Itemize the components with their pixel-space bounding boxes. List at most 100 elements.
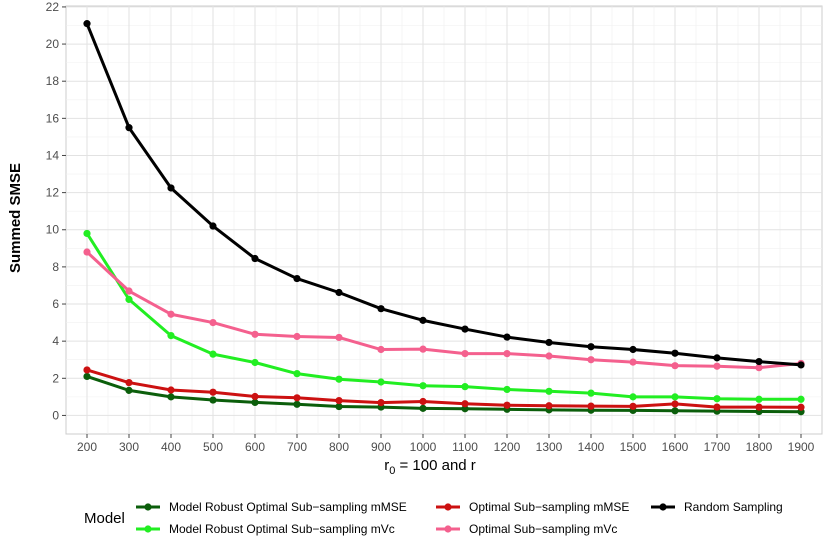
- x-tick-label: 1800: [746, 440, 773, 454]
- data-point: [587, 402, 595, 410]
- y-tick-label: 8: [52, 260, 59, 274]
- x-tick-label: 200: [77, 440, 97, 454]
- x-tick-label: 1900: [788, 440, 815, 454]
- legend-item: Random Sampling: [651, 500, 783, 514]
- data-point: [83, 229, 91, 238]
- data-point: [545, 338, 553, 347]
- data-point: [83, 248, 91, 256]
- x-tick-label: 700: [287, 440, 307, 454]
- data-point: [251, 398, 259, 407]
- data-point: [629, 358, 637, 366]
- x-tick-label: 1200: [494, 440, 521, 454]
- data-point: [335, 333, 343, 342]
- y-tick-label: 4: [52, 334, 59, 348]
- legend-title: Model: [84, 510, 125, 527]
- data-point: [377, 345, 385, 354]
- x-tick-label: 300: [119, 440, 139, 454]
- data-point: [83, 20, 91, 28]
- y-tick-label: 20: [46, 37, 60, 51]
- x-tick-label: 1000: [410, 440, 437, 454]
- data-point: [335, 375, 343, 383]
- data-point: [503, 385, 511, 394]
- data-point: [419, 316, 427, 324]
- x-tick-label: 900: [371, 440, 391, 454]
- y-axis-title: Summed SMSE: [7, 163, 24, 273]
- y-tick-label: 6: [52, 297, 59, 311]
- data-point: [125, 386, 133, 394]
- series-line: [85, 368, 803, 409]
- legend-key-point: [144, 525, 152, 533]
- data-point: [293, 332, 301, 341]
- data-point: [671, 349, 679, 357]
- data-point: [503, 349, 511, 358]
- data-point: [209, 388, 217, 396]
- data-point: [629, 402, 637, 410]
- data-point: [755, 403, 763, 411]
- data-point: [461, 325, 469, 333]
- x-tick-label: 500: [203, 440, 223, 454]
- x-axis-title: r0 = 100 and r: [384, 457, 476, 477]
- data-point: [419, 382, 427, 390]
- x-tick-label: 400: [161, 440, 181, 454]
- data-point: [629, 345, 637, 354]
- legend-item: Optimal Sub−sampling mVc: [436, 522, 617, 536]
- data-point: [713, 354, 721, 362]
- data-point: [209, 350, 217, 358]
- legend-key-point: [144, 503, 152, 511]
- data-point: [797, 403, 805, 411]
- legend-label: Optimal Sub−sampling mMSE: [469, 500, 629, 514]
- x-tick-label: 1100: [452, 440, 478, 454]
- data-point: [377, 399, 385, 407]
- x-axis-title-rest: = 100 and r: [395, 457, 475, 474]
- legend-item: Model Robust Optimal Sub−sampling mMSE: [136, 500, 407, 514]
- data-point: [377, 378, 385, 386]
- data-point: [125, 295, 133, 303]
- series-line: [85, 374, 803, 414]
- legend-items: Model Robust Optimal Sub−sampling mMSE Mo…: [136, 500, 783, 536]
- data-point: [503, 401, 511, 409]
- data-point: [671, 400, 679, 408]
- data-point: [713, 395, 721, 403]
- legend-item: Model Robust Optimal Sub−sampling mVc: [136, 522, 395, 536]
- legend-key-point: [444, 503, 452, 511]
- series-group: [83, 20, 805, 369]
- legend-label: Optimal Sub−sampling mVc: [469, 522, 617, 536]
- x-tick-label: 1300: [536, 440, 563, 454]
- data-point: [461, 349, 469, 358]
- y-tick-label: 18: [46, 74, 60, 88]
- series-line: [85, 250, 803, 370]
- data-point: [671, 393, 679, 401]
- data-point: [209, 318, 217, 327]
- data-point: [293, 274, 301, 283]
- series-group: [83, 229, 805, 403]
- data-point: [713, 403, 721, 411]
- data-point: [167, 331, 175, 340]
- data-point: [797, 361, 805, 369]
- data-point: [83, 366, 91, 374]
- data-point: [461, 405, 469, 413]
- data-point: [293, 370, 301, 378]
- data-point: [461, 400, 469, 408]
- data-point: [461, 383, 469, 391]
- data-point: [419, 404, 427, 412]
- data-point: [587, 343, 595, 351]
- data-point: [167, 386, 175, 394]
- data-point: [587, 356, 595, 364]
- legend-item: Optimal Sub−sampling mMSE: [436, 500, 629, 514]
- data-point: [797, 395, 805, 403]
- data-point: [419, 397, 427, 406]
- data-point: [545, 402, 553, 410]
- data-point: [587, 389, 595, 397]
- data-point: [335, 396, 343, 405]
- data-point: [125, 378, 133, 387]
- grid: [65, 5, 823, 435]
- data-point: [167, 310, 175, 318]
- data-point: [671, 362, 679, 370]
- data-point: [125, 124, 133, 132]
- data-point: [251, 254, 259, 263]
- x-tick-label: 1700: [704, 440, 731, 454]
- legend-key-point: [659, 503, 667, 511]
- data-point: [209, 396, 217, 404]
- data-point: [167, 393, 175, 401]
- data-point: [125, 287, 133, 295]
